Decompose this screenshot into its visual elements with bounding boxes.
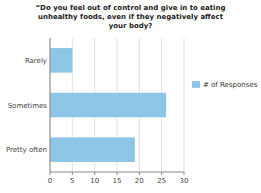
title-line: “Do you feel out of control and give in … [35,4,225,12]
tick-label: 0 [48,177,52,185]
bars [50,48,166,162]
legend: # of Responses [192,81,258,90]
title: “Do you feel out of control and give in … [35,4,225,30]
category-label: Rarely [25,57,47,65]
legend-swatch [192,81,200,88]
grid-line [184,38,185,172]
tick-label: 25 [157,177,166,185]
title-line: your body? [109,22,153,30]
category-label: Pretty often [6,146,47,154]
title-line: unhealthy foods, even if they negatively… [38,13,224,21]
tick-label: 30 [180,177,189,185]
bar [50,137,135,162]
tick-label: 5 [70,177,74,185]
tick-label: 10 [90,177,99,185]
tick-label: 20 [135,177,144,185]
x-axis-line [50,172,184,173]
legend-label: # of Responses [203,81,258,89]
chart: “Do you feel out of control and give in … [0,0,261,193]
grid-line [50,38,51,172]
grid [50,38,184,172]
y-axis-line [50,38,51,172]
tick-label: 15 [113,177,122,185]
bar [50,48,72,73]
bar [50,93,166,118]
category-label: Sometimes [8,102,48,110]
